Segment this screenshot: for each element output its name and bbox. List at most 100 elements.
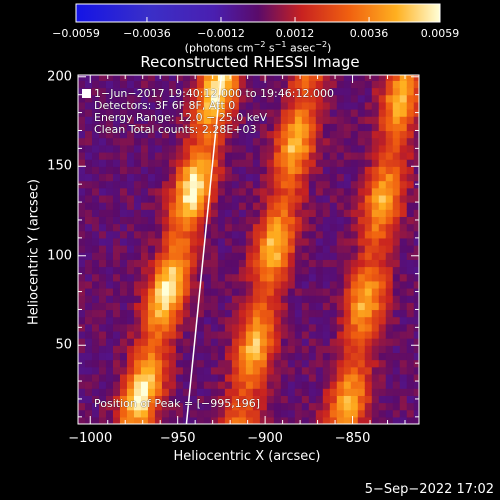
heatmap-cell bbox=[322, 323, 331, 332]
heatmap-cell bbox=[259, 252, 268, 260]
heatmap-cell bbox=[378, 352, 387, 361]
heatmap-cell bbox=[280, 130, 289, 139]
heatmap-cell bbox=[392, 166, 401, 175]
heatmap-cell bbox=[168, 330, 177, 339]
heatmap-cell bbox=[273, 266, 282, 275]
heatmap-cell bbox=[140, 381, 149, 389]
heatmap-cell bbox=[301, 366, 310, 375]
heatmap-cell bbox=[217, 137, 226, 146]
heatmap-cell bbox=[154, 173, 163, 182]
heatmap-cell bbox=[329, 280, 338, 289]
heatmap-cell bbox=[224, 245, 233, 253]
heatmap-cell bbox=[154, 366, 163, 375]
heatmap-cell bbox=[196, 409, 205, 418]
heatmap-cell bbox=[112, 137, 121, 146]
heatmap-cell bbox=[84, 75, 93, 81]
heatmap-cell bbox=[119, 223, 128, 232]
heatmap-cell bbox=[210, 123, 219, 132]
heatmap-cell bbox=[399, 381, 408, 389]
heatmap-cell bbox=[84, 323, 93, 332]
heatmap-cell bbox=[224, 151, 233, 160]
heatmap-cell bbox=[78, 116, 86, 124]
heatmap-cell bbox=[280, 316, 289, 325]
heatmap-cell bbox=[273, 116, 282, 124]
heatmap-cell bbox=[273, 416, 282, 424]
heatmap-cell bbox=[371, 395, 380, 404]
heatmap-cell bbox=[357, 345, 366, 354]
heatmap-cell bbox=[175, 216, 184, 225]
heatmap-cell bbox=[147, 159, 156, 167]
heatmap-cell bbox=[84, 173, 93, 182]
heatmap-cell bbox=[259, 123, 268, 132]
heatmap-cell bbox=[329, 209, 338, 217]
heatmap-cell bbox=[78, 302, 86, 311]
heatmap-cell bbox=[210, 87, 219, 96]
heatmap-cell bbox=[364, 309, 373, 318]
heatmap-cell bbox=[315, 101, 324, 110]
legend-marker bbox=[82, 89, 91, 98]
heatmap-cell bbox=[259, 295, 268, 303]
heatmap-cell bbox=[133, 180, 142, 189]
heatmap-cell bbox=[329, 373, 338, 382]
heatmap-cell bbox=[266, 366, 275, 375]
heatmap-cell bbox=[161, 409, 170, 418]
heatmap-cell bbox=[357, 316, 366, 325]
heatmap-cell bbox=[280, 295, 289, 303]
heatmap-cell bbox=[119, 330, 128, 339]
heatmap-cell bbox=[231, 409, 240, 418]
heatmap-cell bbox=[231, 116, 240, 124]
heatmap-cell bbox=[406, 409, 415, 418]
heatmap-cell bbox=[119, 316, 128, 325]
heatmap-cell bbox=[140, 316, 149, 325]
heatmap-cell bbox=[238, 209, 247, 217]
heatmap-cell bbox=[322, 151, 331, 160]
heatmap-cell bbox=[301, 266, 310, 275]
heatmap-cell bbox=[196, 237, 205, 246]
heatmap-cell bbox=[378, 395, 387, 404]
colorbar-tick-label: −0.0012 bbox=[197, 27, 245, 40]
heatmap-cell bbox=[399, 352, 408, 361]
heatmap-cell bbox=[238, 94, 247, 103]
heatmap-cell bbox=[252, 266, 261, 275]
heatmap-cell bbox=[266, 388, 275, 396]
heatmap-cell bbox=[371, 309, 380, 318]
heatmap-cell bbox=[287, 352, 296, 361]
heatmap-cell bbox=[294, 409, 303, 418]
heatmap-cell bbox=[259, 381, 268, 389]
heatmap-cell bbox=[231, 323, 240, 332]
heatmap-cell bbox=[147, 194, 156, 203]
heatmap-cell bbox=[301, 144, 310, 153]
heatmap-cell bbox=[350, 202, 359, 210]
heatmap-cell bbox=[224, 216, 233, 225]
heatmap-cell bbox=[406, 144, 415, 153]
heatmap-cell bbox=[322, 123, 331, 132]
heatmap-cell bbox=[189, 202, 198, 210]
heatmap-cell bbox=[259, 209, 268, 217]
heatmap-cell bbox=[315, 287, 324, 296]
heatmap-cell bbox=[280, 123, 289, 132]
heatmap-cell bbox=[413, 302, 419, 311]
heatmap-cell bbox=[329, 94, 338, 103]
heatmap-cell bbox=[168, 94, 177, 103]
heatmap-cell bbox=[161, 338, 170, 346]
heatmap-cell bbox=[98, 316, 107, 325]
heatmap-cell bbox=[245, 245, 254, 253]
heatmap-cell bbox=[91, 245, 100, 253]
heatmap-cell bbox=[252, 302, 261, 311]
heatmap-cell bbox=[245, 216, 254, 225]
heatmap-cell bbox=[112, 151, 121, 160]
heatmap-cell bbox=[252, 137, 261, 146]
heatmap-cell bbox=[245, 345, 254, 354]
heatmap-cell bbox=[98, 159, 107, 167]
heatmap-cell bbox=[266, 137, 275, 146]
heatmap-cell bbox=[371, 409, 380, 418]
heatmap-cell bbox=[91, 309, 100, 318]
heatmap-cell bbox=[392, 381, 401, 389]
heatmap-cell bbox=[98, 80, 107, 89]
heatmap-cell bbox=[238, 366, 247, 375]
heatmap-cell bbox=[280, 388, 289, 396]
heatmap-cell bbox=[147, 402, 156, 411]
heatmap-cell bbox=[196, 109, 205, 117]
heatmap-cell bbox=[294, 338, 303, 346]
heatmap-cell bbox=[112, 359, 121, 368]
